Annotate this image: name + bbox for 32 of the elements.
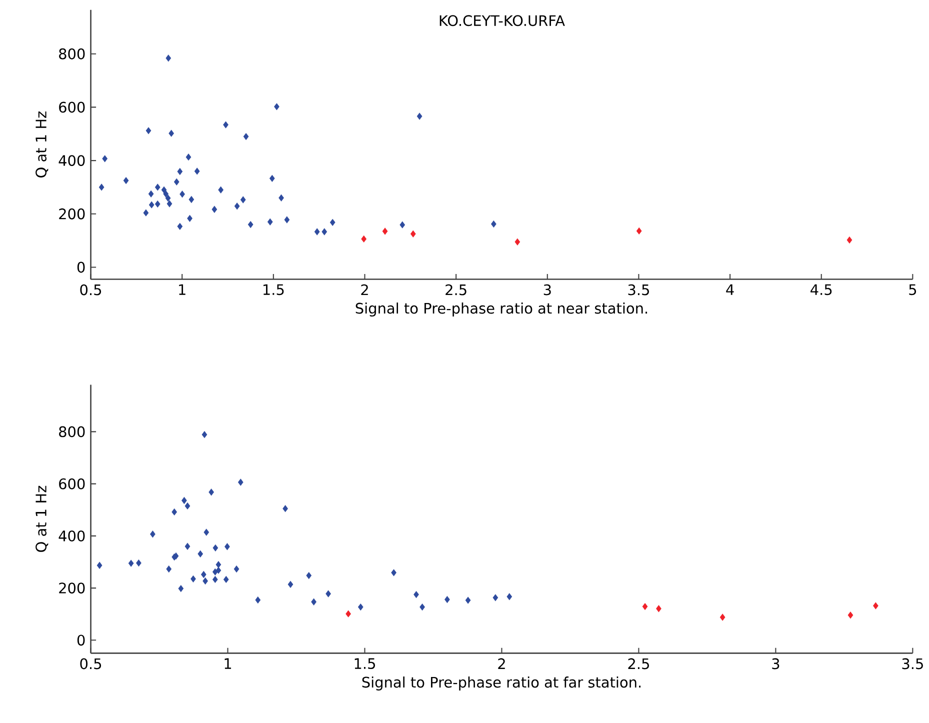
y-tick-label: 800 xyxy=(59,426,85,438)
x-tick-label: 3 xyxy=(544,284,551,296)
y-tick-label: 400 xyxy=(58,530,85,542)
x-tick-label: 1.5 xyxy=(354,658,375,669)
x-tick-label: 2.5 xyxy=(446,284,466,296)
x-tick-label: 3.5 xyxy=(628,284,649,296)
x-tick-label: 4.5 xyxy=(810,284,832,295)
x-tick-label: 3.5 xyxy=(902,658,923,670)
x-tick-label: 1 xyxy=(179,284,186,295)
x-tick-label: 5 xyxy=(909,284,916,295)
x-tick-label: 0.5 xyxy=(80,658,102,670)
y-axis-title: Q at 1 Hz xyxy=(36,111,48,178)
y-axis-title: Q at 1 Hz xyxy=(36,486,48,552)
chart-title: KO.CEYT-KO.URFA xyxy=(440,15,565,26)
x-tick-label: 0.5 xyxy=(80,284,102,296)
y-tick-label: 600 xyxy=(59,478,85,490)
x-tick-label: 3 xyxy=(772,658,780,670)
y-tick-label: 800 xyxy=(59,48,85,60)
x-axis-title: Signal to Pre-phase ratio at far station. xyxy=(362,676,641,690)
x-tick-label: 4 xyxy=(726,284,734,295)
x-tick-label: 1 xyxy=(224,658,232,669)
x-axis-title: Signal to Pre-phase ratio at near station. xyxy=(356,302,648,316)
y-tick-label: 600 xyxy=(59,102,85,113)
x-tick-label: 2 xyxy=(498,658,505,669)
y-tick-label: 400 xyxy=(58,154,85,166)
x-tick-label: 1.5 xyxy=(264,284,284,295)
y-tick-label: 0 xyxy=(77,262,85,273)
x-tick-label: 2.5 xyxy=(628,658,649,670)
x-tick-label: 2 xyxy=(361,284,368,295)
y-tick-label: 0 xyxy=(77,634,85,646)
y-tick-label: 200 xyxy=(59,582,85,594)
y-tick-label: 200 xyxy=(59,208,85,220)
